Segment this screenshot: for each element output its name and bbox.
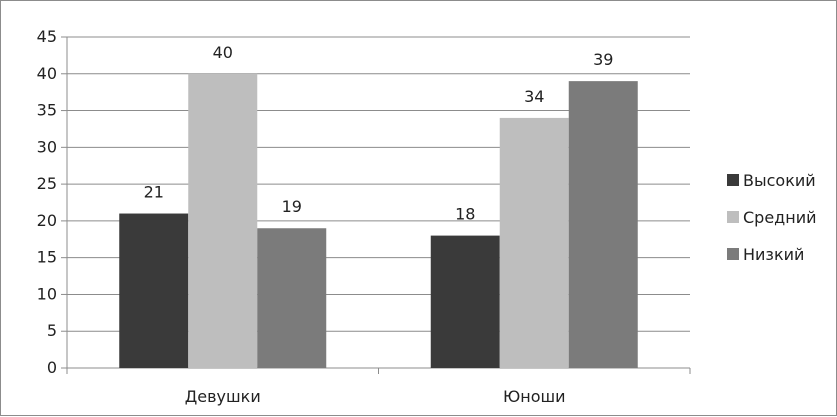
bar	[188, 73, 258, 369]
legend: Высокий Средний Низкий	[727, 169, 817, 280]
bar	[430, 235, 500, 368]
bar	[257, 228, 327, 368]
y-tick-label: 10	[37, 284, 57, 303]
x-tick-label: Юноши	[503, 387, 566, 406]
bar	[568, 81, 638, 368]
data-label: 21	[144, 183, 164, 202]
legend-item: Средний	[727, 206, 817, 228]
y-tick-label: 0	[47, 358, 57, 377]
bar	[119, 213, 189, 368]
y-tick-label: 35	[37, 101, 57, 120]
y-tick-label: 5	[47, 321, 57, 340]
y-tick-label: 20	[37, 211, 57, 230]
y-tick-label: 15	[37, 248, 57, 267]
x-tick-label: Девушки	[185, 387, 261, 406]
legend-swatch	[727, 174, 739, 186]
bar	[499, 117, 569, 369]
legend-swatch	[727, 248, 739, 260]
legend-label: Средний	[743, 207, 817, 227]
y-tick-label: 40	[37, 64, 57, 83]
data-label: 34	[524, 87, 544, 106]
data-label: 18	[455, 205, 475, 224]
y-tick-label: 45	[37, 27, 57, 46]
data-label: 39	[593, 50, 613, 69]
legend-item: Высокий	[727, 169, 817, 191]
legend-swatch	[727, 211, 739, 223]
legend-label: Высокий	[743, 170, 816, 190]
legend-label: Низкий	[743, 244, 805, 264]
y-tick-label: 30	[37, 137, 57, 156]
data-label: 19	[282, 197, 302, 216]
legend-item: Низкий	[727, 243, 817, 265]
data-label: 40	[213, 43, 233, 62]
y-tick-label: 25	[37, 174, 57, 193]
